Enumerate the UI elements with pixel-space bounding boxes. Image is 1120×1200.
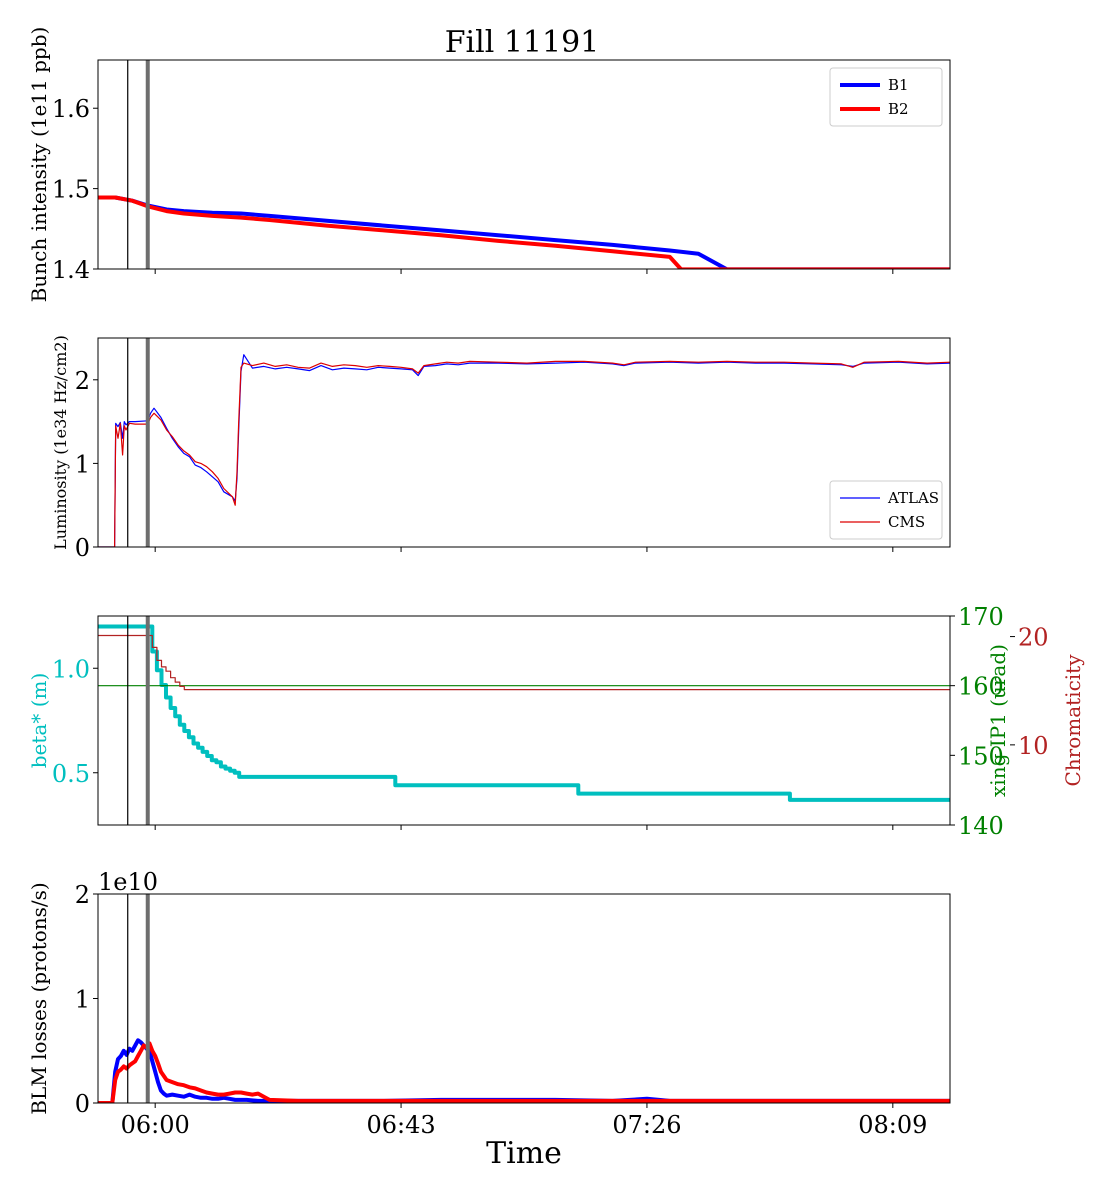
legend-label-CMS: CMS — [888, 513, 925, 531]
legend-label-ATLAS: ATLAS — [887, 489, 939, 507]
luminosity-series-CMS — [98, 360, 950, 547]
panel-losses: 06:00 06:43 07:26 08:09 0 1 2 BLM losses (proto… — [27, 868, 951, 1139]
legend-frame — [829, 480, 943, 540]
luminosity-y-tick-label: 2 — [75, 367, 90, 395]
intensity-y-tick-label: 1.4 — [52, 256, 90, 284]
optics-series-0 — [98, 624, 950, 802]
luminosity-legend: ATLAS CMS — [829, 480, 943, 540]
plot-area-losses — [98, 1038, 950, 1103]
luminosity-axes-frame — [97, 337, 951, 548]
losses-y-tick-label: 1 — [75, 986, 90, 1014]
luminosity-series-ATLAS — [98, 354, 950, 547]
losses-y-tick-label: 0 — [75, 1090, 90, 1118]
optics-right0-tick-label: 160 — [958, 673, 1004, 701]
x-tick-label: 06:43 — [366, 1111, 435, 1139]
luminosity-y-tick-label: 1 — [75, 450, 90, 478]
plot-area-intensity — [98, 195, 950, 269]
intensity-y-label: Bunch intensity (1e11 ppb) — [27, 27, 51, 303]
optics-right0-label: xing IP1 (urad) — [986, 644, 1010, 797]
optics-series-2 — [98, 634, 950, 691]
intensity-series-B2 — [98, 195, 950, 269]
panel-luminosity: 0 1 2 Luminosity (1e34 Hz/cm2) ATLAS CMS — [51, 335, 951, 562]
intensity-axes-frame — [97, 59, 951, 270]
figure-title: Fill 11191 — [445, 25, 600, 60]
legend-label-B2: B2 — [888, 100, 909, 118]
optics-y-label: beta* (m) — [27, 673, 51, 769]
intensity-series-B1 — [98, 195, 950, 269]
optics-right0-tick-label: 140 — [958, 812, 1004, 840]
losses-axes-frame — [97, 893, 951, 1104]
x-tick-label: 07:26 — [612, 1111, 681, 1139]
luminosity-y-tick-label: 0 — [75, 534, 90, 562]
losses-y-label: BLM losses (protons/s) — [27, 882, 51, 1114]
optics-right0-tick-label: 150 — [958, 742, 1004, 770]
x-tick-label: 06:00 — [121, 1111, 190, 1139]
legend-frame — [829, 67, 943, 127]
losses-offset-label: 1e10 — [98, 868, 158, 896]
intensity-y-tick-label: 1.6 — [52, 95, 90, 123]
optics-y-tick-label: 0.5 — [52, 760, 90, 788]
optics-right1-label: Chromaticity — [1061, 654, 1085, 787]
optics-y-tick-label: 1.0 — [52, 655, 90, 683]
legend-label-B1: B1 — [888, 76, 909, 94]
optics-right1-tick-label: 10 — [1018, 732, 1049, 760]
luminosity-y-label: Luminosity (1e34 Hz/cm2) — [51, 335, 70, 550]
losses-series-1 — [98, 1041, 950, 1103]
optics-axes-frame — [97, 615, 951, 826]
losses-y-tick-label: 2 — [75, 881, 90, 909]
plot-area-optics — [98, 624, 950, 802]
x-axis-label: Time — [486, 1136, 562, 1171]
optics-right0-tick-label: 170 — [958, 603, 1004, 631]
intensity-y-tick-label: 1.5 — [52, 176, 90, 204]
x-tick-label: 08:09 — [858, 1111, 927, 1139]
plot-area-luminosity — [98, 354, 950, 547]
optics-right1-tick-label: 20 — [1018, 624, 1049, 652]
